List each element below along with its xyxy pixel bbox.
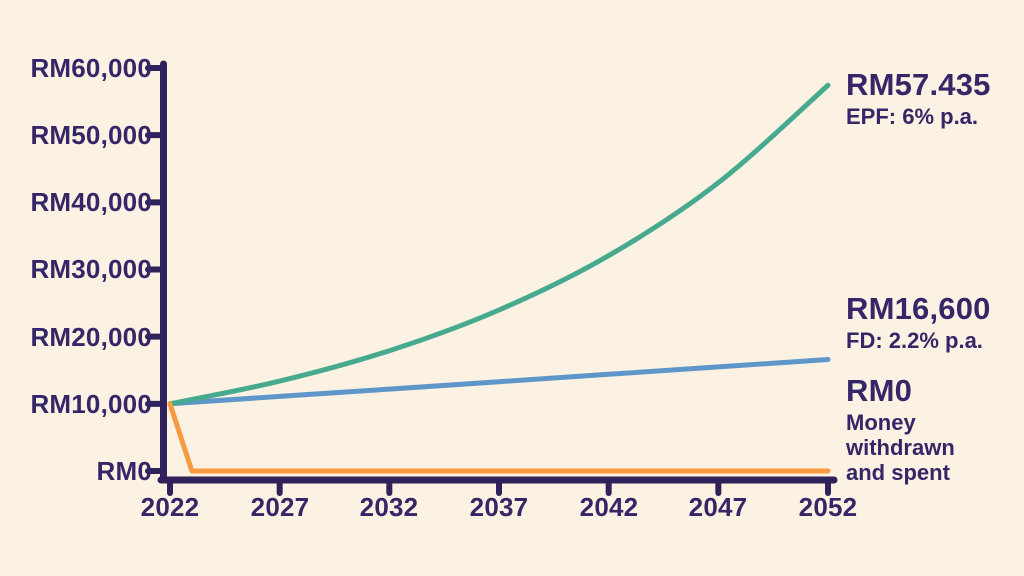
y-tick-label-50000: RM50,000 xyxy=(30,120,152,150)
fd-line xyxy=(167,357,831,407)
x-tick-label-2042: 2042 xyxy=(579,492,639,522)
x-axis-ticks xyxy=(167,480,831,496)
epf-rate-label: EPF: 6% p.a. xyxy=(846,104,979,129)
x-tick-label-2052: 2052 xyxy=(798,492,858,522)
x-tick-label-2047: 2047 xyxy=(688,492,748,522)
epf-line xyxy=(167,82,831,407)
y-tick-label-60000: RM60,000 xyxy=(30,53,152,83)
y-tick-label-20000: RM20,000 xyxy=(30,322,152,352)
y-axis-ticks xyxy=(145,65,164,474)
y-tick-label-10000: RM10,000 xyxy=(30,389,152,419)
y-tick-label-40000: RM40,000 xyxy=(30,187,152,217)
y-tick-label-0: RM0 xyxy=(96,456,152,486)
epf-annotation: RM57.435 EPF: 6% p.a. xyxy=(846,66,991,129)
spent-label-line-1: Money xyxy=(846,410,916,435)
epf-final-value: RM57.435 xyxy=(846,67,991,102)
x-tick-label-2032: 2032 xyxy=(359,492,419,522)
spent-final-value: RM0 xyxy=(846,373,913,408)
spent-annotation: RM0 Money withdrawn and spent xyxy=(846,372,955,485)
fd-final-value: RM16,600 xyxy=(846,291,991,326)
x-tick-label-2027: 2027 xyxy=(250,492,310,522)
fd-rate-label: FD: 2.2% p.a. xyxy=(846,328,983,353)
x-tick-label-2037: 2037 xyxy=(469,492,529,522)
spent-label-line-3: and spent xyxy=(846,460,950,485)
axes xyxy=(145,60,838,496)
fd-annotation: RM16,600 FD: 2.2% p.a. xyxy=(846,290,991,353)
spent-line xyxy=(167,401,831,474)
spent-label-line-2: withdrawn xyxy=(846,435,955,460)
y-tick-label-30000: RM30,000 xyxy=(30,254,152,284)
x-tick-label-2022: 2022 xyxy=(140,492,200,522)
